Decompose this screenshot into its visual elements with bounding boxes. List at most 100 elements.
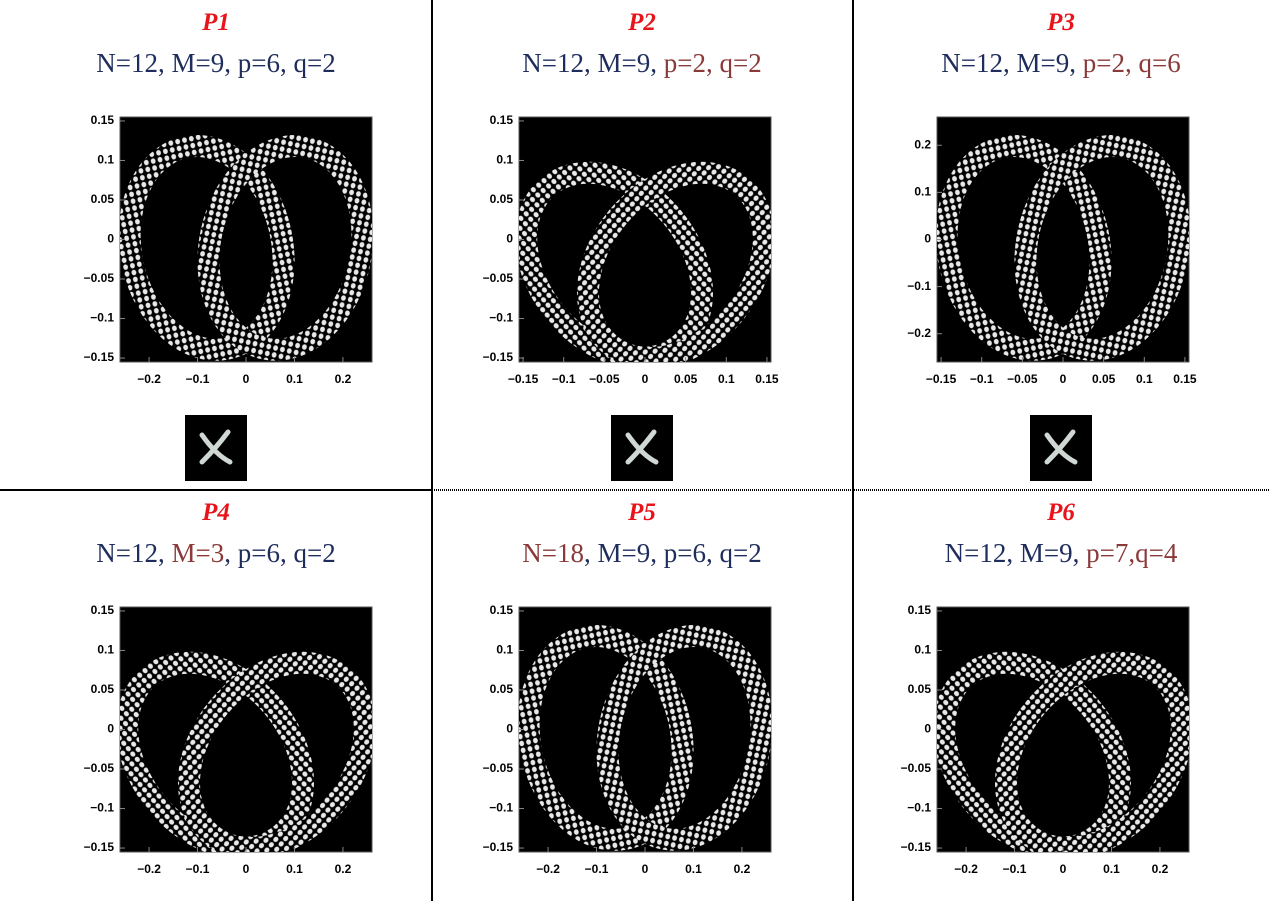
- parameter-text: N=12, M=9,: [941, 48, 1082, 78]
- y-tick-label: 0.15: [908, 603, 932, 617]
- panel-label: P2: [627, 9, 656, 36]
- y-tick-label: −0.1: [90, 801, 114, 815]
- x-tick-label: −0.2: [137, 372, 161, 386]
- x-tick-label: −0.1: [585, 862, 609, 876]
- y-tick-label: −0.15: [901, 840, 932, 854]
- parameter-text: , M=9, p=6, q=2: [584, 538, 762, 568]
- x-tick-label: 0.1: [1103, 862, 1120, 876]
- parameter-text: p=7,q=4: [1079, 538, 1177, 568]
- x-tick-label: −0.2: [954, 862, 978, 876]
- y-tick-label: 0: [506, 232, 513, 246]
- panel-label: P6: [1046, 499, 1075, 526]
- x-tick-label: 0: [642, 862, 649, 876]
- thumbnail-shape: [199, 429, 233, 465]
- x-tick-label: 0: [642, 372, 649, 386]
- x-tick-label: −0.1: [552, 372, 576, 386]
- y-tick-label: 0.15: [91, 603, 115, 617]
- x-tick-label: −0.15: [926, 372, 957, 386]
- fringe-band: [197, 135, 372, 361]
- parameter-text: N=12, M=9,: [945, 538, 1080, 568]
- y-tick-label: −0.05: [84, 761, 115, 775]
- y-tick-label: 0.15: [490, 603, 514, 617]
- panel: P5 N=18, M=9, p=6, q=2 −0.2 −0.1 0 0.1 0.2 −0.1…: [483, 499, 772, 876]
- y-tick-label: 0: [924, 722, 931, 736]
- x-tick-label: 0.15: [755, 372, 779, 386]
- parameters: N=12, M=3, p=6, q=2: [96, 538, 335, 568]
- y-tick-label: −0.2: [907, 326, 931, 340]
- y-tick-label: −0.05: [483, 761, 514, 775]
- x-tick-label: −0.15: [508, 372, 539, 386]
- fringe-pattern: [937, 651, 1189, 852]
- x-tick-label: −0.1: [970, 372, 994, 386]
- y-tick-label: 0: [107, 722, 114, 736]
- thumbnail: [185, 415, 247, 481]
- y-tick-label: 0.1: [914, 185, 931, 199]
- x-tick-label: −0.05: [1007, 372, 1038, 386]
- fringe-pattern: [937, 135, 1189, 361]
- y-tick-label: 0.05: [490, 192, 514, 206]
- thumbnail: [1030, 415, 1092, 481]
- y-tick-label: 0.05: [91, 682, 115, 696]
- panel-label: P3: [1046, 9, 1075, 36]
- x-tick-label: 0.1: [718, 372, 735, 386]
- y-tick-label: 0.05: [908, 682, 932, 696]
- parameter-text: N=12, M=9, p=6, q=2: [96, 48, 335, 78]
- x-tick-label: 0: [1060, 862, 1067, 876]
- fringe-pattern: [120, 135, 372, 361]
- panel: P2 N=12, M=9, p=2, q=2 −0.15 −0.1 −0.05 0 0.05…: [483, 9, 779, 481]
- y-tick-label: −0.05: [84, 271, 115, 285]
- x-tick-label: −0.05: [589, 372, 620, 386]
- y-tick-label: 0.1: [914, 643, 931, 657]
- y-tick-label: −0.05: [483, 271, 514, 285]
- parameter-text: p=2, q=2: [664, 48, 762, 78]
- y-tick-label: −0.1: [90, 311, 114, 325]
- parameters: N=12, M=9, p=7,q=4: [945, 538, 1178, 568]
- x-tick-label: −0.2: [137, 862, 161, 876]
- fringe-pattern: [120, 651, 372, 852]
- panel: P1 N=12, M=9, p=6, q=2 −0.2 −0.1 0 0.1 0.2 −0.1…: [84, 9, 373, 481]
- y-tick-label: −0.15: [84, 840, 115, 854]
- y-tick-label: −0.1: [489, 311, 513, 325]
- parameter-text: , p=6, q=2: [224, 538, 335, 568]
- y-tick-label: 0.1: [97, 153, 114, 167]
- panel-label: P4: [201, 499, 230, 526]
- x-tick-label: 0: [243, 372, 250, 386]
- parameter-text: N=12,: [96, 538, 171, 568]
- y-tick-label: −0.1: [907, 801, 931, 815]
- thumbnail-shape: [1044, 429, 1078, 465]
- x-tick-label: 0: [1060, 372, 1067, 386]
- y-tick-label: 0.1: [496, 153, 513, 167]
- x-tick-label: −0.1: [186, 372, 210, 386]
- fringe-band: [596, 625, 771, 851]
- x-tick-label: 0.1: [286, 862, 303, 876]
- x-tick-label: 0.1: [1136, 372, 1153, 386]
- parameter-text: p=2, q=6: [1083, 48, 1181, 78]
- parameter-text: M=3: [172, 538, 225, 568]
- x-tick-label: 0: [243, 862, 250, 876]
- x-tick-label: 0.1: [685, 862, 702, 876]
- x-tick-label: 0.2: [734, 862, 751, 876]
- y-tick-label: −0.15: [483, 840, 514, 854]
- fringe-band: [1014, 135, 1189, 361]
- y-tick-label: 0.15: [91, 113, 115, 127]
- x-tick-label: 0.1: [286, 372, 303, 386]
- x-tick-label: −0.1: [1003, 862, 1027, 876]
- panel: P3 N=12, M=9, p=2, q=6 −0.15 −0.1 −0.05 0 0.05…: [907, 9, 1197, 481]
- y-tick-label: 0.1: [496, 643, 513, 657]
- x-tick-label: 0.2: [1152, 862, 1169, 876]
- y-tick-label: −0.1: [907, 279, 931, 293]
- parameters: N=18, M=9, p=6, q=2: [522, 538, 761, 568]
- y-tick-label: 0.1: [97, 643, 114, 657]
- y-tick-label: −0.15: [84, 350, 115, 364]
- y-tick-label: −0.05: [901, 761, 932, 775]
- x-tick-label: 0.2: [335, 862, 352, 876]
- y-tick-label: 0.15: [490, 113, 514, 127]
- y-tick-label: −0.1: [489, 801, 513, 815]
- fringe-band: [519, 625, 694, 851]
- x-tick-label: −0.2: [536, 862, 560, 876]
- thumbnail-shape: [625, 429, 659, 465]
- x-tick-label: 0.15: [1173, 372, 1197, 386]
- x-tick-label: 0.05: [674, 372, 698, 386]
- y-tick-label: 0: [107, 232, 114, 246]
